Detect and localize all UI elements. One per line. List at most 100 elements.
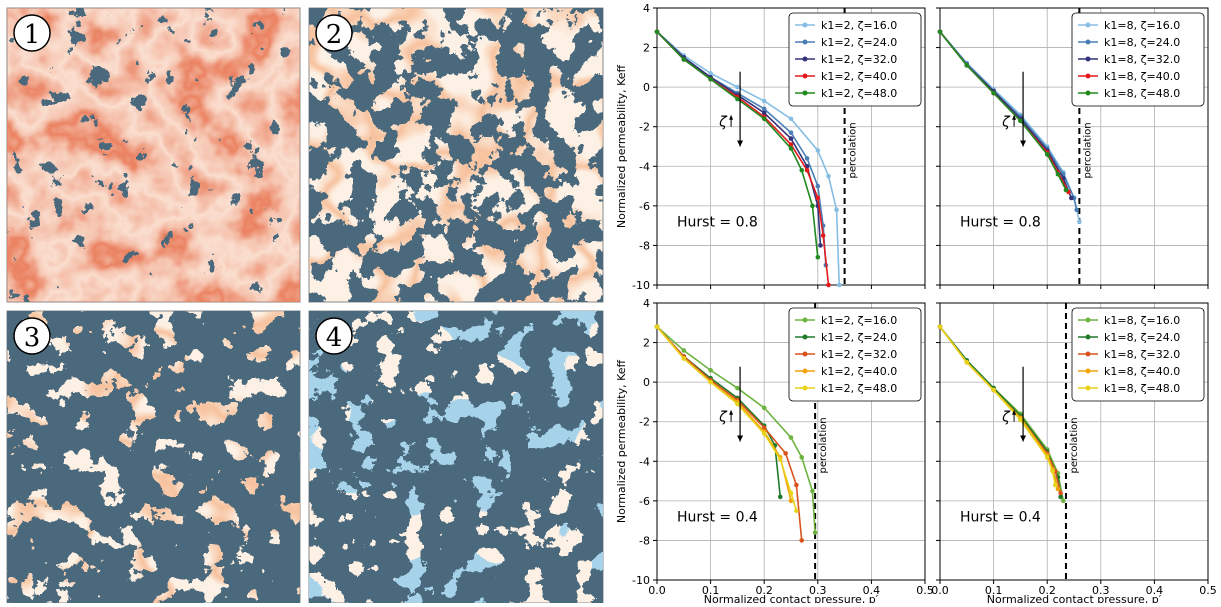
data-point bbox=[799, 538, 805, 543]
x-axis-label: Normalized contact pressure, p′ bbox=[704, 593, 879, 603]
panel-texture bbox=[309, 8, 603, 302]
plot-frame bbox=[939, 7, 1209, 286]
y-tick-label: 2 bbox=[643, 42, 650, 55]
zeta-label: ζ bbox=[1001, 410, 1011, 426]
x-tick-label: 0.1 bbox=[985, 584, 1003, 597]
data-point bbox=[761, 106, 767, 112]
data-point bbox=[818, 243, 823, 248]
y-tick-label: -2 bbox=[639, 416, 650, 429]
zeta-label: ζ bbox=[718, 115, 728, 131]
legend-marker bbox=[1085, 56, 1091, 62]
zeta-arrowhead bbox=[1012, 409, 1017, 415]
legend-label: k1=8, ζ=48.0 bbox=[1104, 382, 1180, 395]
series-line bbox=[656, 31, 841, 286]
series-line bbox=[939, 326, 1062, 498]
data-point bbox=[654, 29, 660, 35]
data-point bbox=[1058, 494, 1063, 500]
legend-label: k1=8, ζ=40.0 bbox=[1104, 70, 1180, 83]
panel: 4 bbox=[308, 310, 604, 604]
data-point bbox=[735, 385, 740, 391]
y-tick-label: -6 bbox=[639, 495, 650, 508]
legend-label: k1=2, ζ=24.0 bbox=[821, 36, 897, 49]
series-line bbox=[656, 326, 803, 541]
data-point bbox=[708, 379, 713, 385]
data-point bbox=[708, 367, 713, 373]
data-point bbox=[1063, 187, 1069, 193]
data-point bbox=[794, 482, 799, 488]
legend-box bbox=[1071, 12, 1205, 107]
legend-label: k1=8, ζ=16.0 bbox=[1104, 314, 1180, 327]
data-point bbox=[788, 490, 794, 496]
legend-box bbox=[1071, 307, 1205, 402]
data-point bbox=[761, 110, 767, 116]
y-tick-label: -2 bbox=[639, 121, 650, 134]
legend-label: k1=2, ζ=24.0 bbox=[821, 331, 897, 344]
data-point bbox=[681, 356, 687, 361]
x-tick-label: 0.2 bbox=[755, 584, 773, 597]
legend-box bbox=[788, 307, 922, 402]
legend-marker bbox=[1085, 334, 1091, 340]
data-point bbox=[783, 451, 788, 456]
x-tick-label: 0.5 bbox=[1199, 584, 1217, 597]
data-point bbox=[1050, 468, 1055, 474]
data-point bbox=[1055, 171, 1061, 177]
legend-marker bbox=[802, 317, 808, 323]
data-point bbox=[761, 431, 767, 436]
annotation: Hurst = 0.4 bbox=[677, 510, 758, 526]
data-point bbox=[815, 148, 821, 153]
panel-number: 3 bbox=[24, 323, 41, 353]
legend-marker bbox=[1085, 351, 1091, 357]
legend-marker bbox=[1085, 73, 1091, 79]
y-tick-label: -6 bbox=[639, 200, 650, 213]
data-point bbox=[788, 435, 794, 440]
data-point bbox=[820, 233, 826, 238]
legend-marker bbox=[802, 22, 808, 28]
legend-label: k1=2, ζ=16.0 bbox=[821, 314, 897, 327]
y-tick-label: 4 bbox=[643, 2, 650, 15]
data-point bbox=[761, 405, 767, 411]
data-point bbox=[777, 494, 783, 500]
data-point bbox=[777, 457, 783, 462]
percolation-label: percolation bbox=[848, 122, 859, 178]
y-tick-label: 4 bbox=[643, 297, 650, 310]
panel: 1 bbox=[6, 7, 301, 303]
legend-label: k1=2, ζ=40.0 bbox=[821, 365, 897, 378]
x-tick-label: 0.2 bbox=[1038, 584, 1056, 597]
data-point bbox=[1069, 195, 1074, 201]
data-point bbox=[681, 57, 687, 62]
percolation-label: percolation bbox=[1082, 122, 1093, 178]
data-point bbox=[991, 90, 996, 96]
legend-label: k1=8, ζ=24.0 bbox=[1104, 36, 1180, 49]
data-point bbox=[834, 207, 839, 213]
data-point bbox=[1077, 219, 1082, 224]
panel-texture bbox=[7, 311, 300, 603]
legend-label: k1=8, ζ=32.0 bbox=[1104, 53, 1180, 66]
x-axis-label: Normalized contact pressure, p′ bbox=[987, 593, 1162, 603]
legend-marker bbox=[802, 56, 808, 62]
y-axis-label: Normalized permeability, Keff bbox=[615, 360, 628, 524]
y-tick-label: -8 bbox=[639, 534, 650, 547]
legend-marker bbox=[802, 90, 808, 96]
data-point bbox=[708, 76, 713, 82]
legend-marker bbox=[1085, 22, 1091, 28]
data-point bbox=[1044, 152, 1050, 157]
legend-marker bbox=[802, 73, 808, 79]
legend-marker bbox=[802, 334, 808, 340]
panel-badge bbox=[315, 317, 353, 355]
legend-label: k1=2, ζ=40.0 bbox=[821, 70, 897, 83]
data-point bbox=[1018, 417, 1023, 423]
legend-marker bbox=[1085, 385, 1091, 391]
panel: 3 bbox=[6, 310, 301, 604]
panel-badge bbox=[13, 14, 51, 52]
panel-number: 1 bbox=[24, 20, 41, 50]
legend-label: k1=8, ζ=32.0 bbox=[1104, 348, 1180, 361]
data-point bbox=[1060, 498, 1066, 504]
data-point bbox=[788, 146, 794, 151]
y-tick-label: -10 bbox=[632, 574, 650, 587]
zeta-arrowhead bbox=[1012, 114, 1017, 120]
data-point bbox=[804, 167, 810, 173]
data-point bbox=[1044, 455, 1050, 460]
legend-marker bbox=[1085, 368, 1091, 374]
data-point bbox=[1058, 490, 1063, 496]
x-tick-label: 0.4 bbox=[863, 584, 881, 597]
